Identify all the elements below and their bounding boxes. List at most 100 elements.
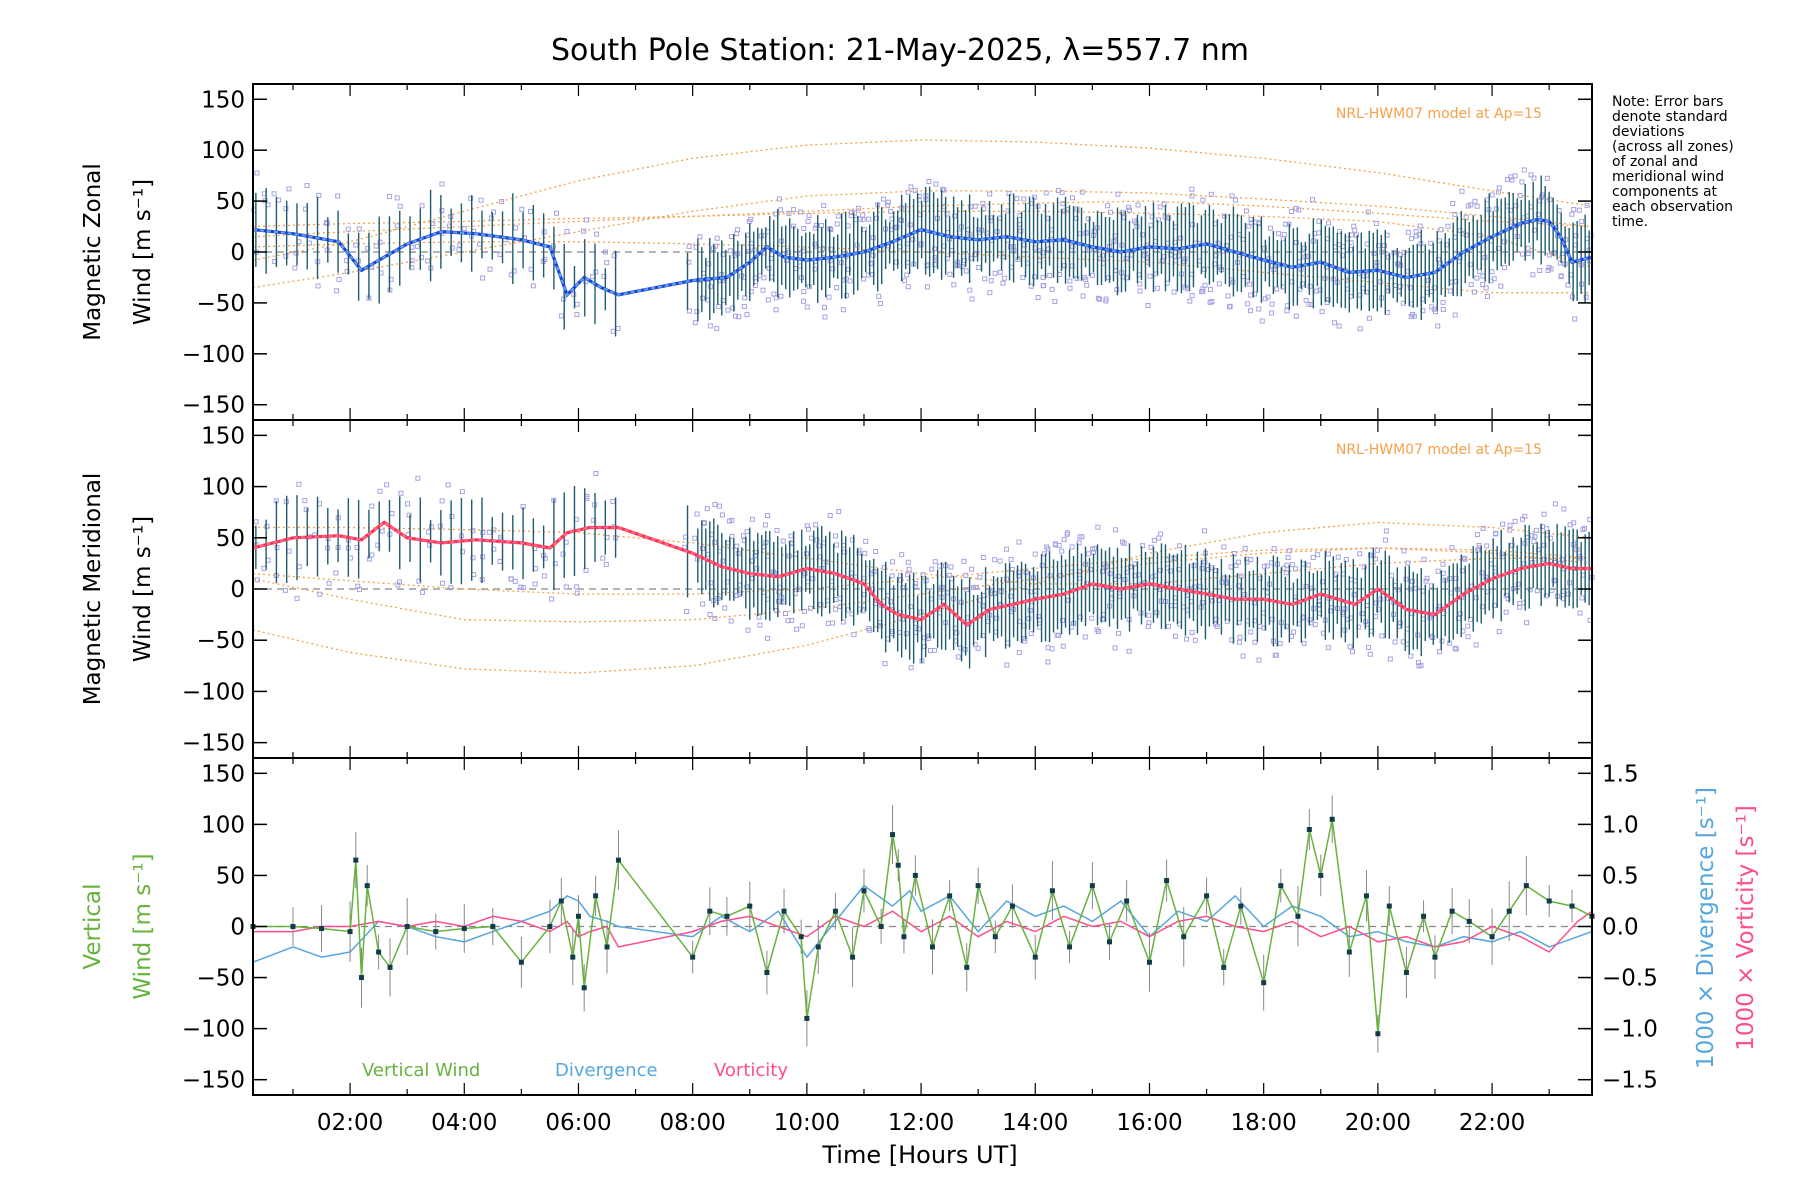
- zone-point: [1178, 235, 1184, 241]
- zone-point: [881, 196, 887, 202]
- zone-point: [315, 283, 321, 289]
- zone-point: [820, 245, 826, 251]
- zone-point: [973, 584, 979, 590]
- zone-point: [574, 590, 580, 596]
- zone-point: [271, 191, 277, 197]
- zone-point: [1192, 637, 1198, 643]
- zone-point: [1572, 316, 1578, 322]
- zone-point: [826, 294, 832, 300]
- zone-point: [1252, 291, 1258, 297]
- zone-point: [1200, 288, 1206, 294]
- zone-point: [1501, 239, 1507, 245]
- zone-point: [720, 558, 726, 564]
- zone-point: [1376, 243, 1382, 249]
- vertical-wind-point: [861, 888, 867, 894]
- zone-point: [1531, 227, 1537, 233]
- zone-point: [972, 203, 978, 209]
- zone-point: [1069, 544, 1075, 550]
- zone-point: [800, 248, 806, 254]
- zone-point: [969, 296, 975, 302]
- zone-point: [1535, 211, 1541, 217]
- zone-point: [1060, 643, 1066, 649]
- zone-point: [827, 512, 833, 518]
- zone-point: [1069, 195, 1075, 201]
- note-line: each observation: [1612, 199, 1733, 215]
- zone-point: [1457, 611, 1463, 617]
- zone-point: [1439, 638, 1445, 644]
- zone-point: [445, 482, 451, 488]
- zone-point: [1114, 287, 1120, 293]
- zone-point: [1256, 221, 1262, 227]
- zone-point: [932, 262, 938, 268]
- zone-point: [1213, 616, 1219, 622]
- zone-point: [334, 288, 340, 294]
- zone-point: [1352, 227, 1358, 233]
- zone-point: [963, 572, 969, 578]
- vertical-wind-point: [890, 832, 896, 838]
- zone-point: [1435, 256, 1441, 262]
- zone-point: [1189, 193, 1195, 199]
- zone-point: [697, 234, 703, 240]
- zone-point: [1077, 614, 1083, 620]
- zone-point: [519, 206, 525, 212]
- vertical-wind-point: [912, 872, 918, 878]
- zone-point: [1474, 532, 1480, 538]
- zone-point: [428, 524, 434, 530]
- zone-point: [1325, 297, 1331, 303]
- y-tick-label: 0: [230, 915, 245, 941]
- zone-point: [1484, 293, 1490, 299]
- zone-point: [1062, 263, 1068, 269]
- zone-point: [1189, 293, 1195, 299]
- zone-point: [992, 270, 998, 276]
- zone-point: [1440, 306, 1446, 312]
- zone-point: [560, 551, 566, 557]
- y-tick-label: −50: [196, 628, 245, 654]
- zone-point: [976, 227, 982, 233]
- zone-point: [821, 203, 827, 209]
- zone-point: [987, 290, 993, 296]
- zone-point: [947, 271, 953, 277]
- x-tick-label: 10:00: [774, 1110, 840, 1136]
- vertical-wind-point: [1363, 893, 1369, 899]
- zone-point: [740, 533, 746, 539]
- zone-point: [1474, 275, 1480, 281]
- zone-point: [899, 552, 905, 558]
- zone-point: [1357, 326, 1363, 332]
- zone-point: [1199, 599, 1205, 605]
- zone-point: [908, 184, 914, 190]
- zone-point: [1325, 645, 1331, 651]
- zone-point: [708, 284, 714, 290]
- zone-point: [1405, 560, 1411, 566]
- x-tick-label: 22:00: [1459, 1110, 1525, 1136]
- zone-point: [1100, 568, 1106, 574]
- zone-point: [292, 265, 298, 271]
- zone-point: [1147, 273, 1153, 279]
- zone-point: [1491, 276, 1497, 282]
- zone-point: [802, 570, 808, 576]
- zone-point: [1192, 584, 1198, 590]
- zone-point: [1214, 623, 1220, 629]
- zone-point: [1413, 229, 1419, 235]
- zone-point: [1423, 578, 1429, 584]
- vertical-wind-line: [253, 819, 1593, 1034]
- zone-point: [1157, 567, 1163, 573]
- vertical-wind-point: [1318, 872, 1324, 878]
- zone-point: [478, 197, 484, 203]
- zone-point: [1401, 548, 1407, 554]
- zone-point: [1229, 193, 1235, 199]
- zone-point: [1376, 606, 1382, 612]
- zone-point: [558, 313, 564, 319]
- zone-point: [1452, 211, 1458, 217]
- zone-point: [1328, 608, 1334, 614]
- zone-point: [1235, 559, 1241, 565]
- zone-point: [700, 601, 706, 607]
- note-line: time.: [1612, 214, 1648, 230]
- x-tick-label: 06:00: [545, 1110, 611, 1136]
- zone-point: [1045, 659, 1051, 665]
- zone-point: [574, 312, 580, 318]
- vertical-wind-point: [1204, 893, 1210, 899]
- zone-point: [1209, 598, 1215, 604]
- y-tick-label: −150: [182, 393, 245, 419]
- zone-point: [712, 502, 718, 508]
- zone-point: [786, 210, 792, 216]
